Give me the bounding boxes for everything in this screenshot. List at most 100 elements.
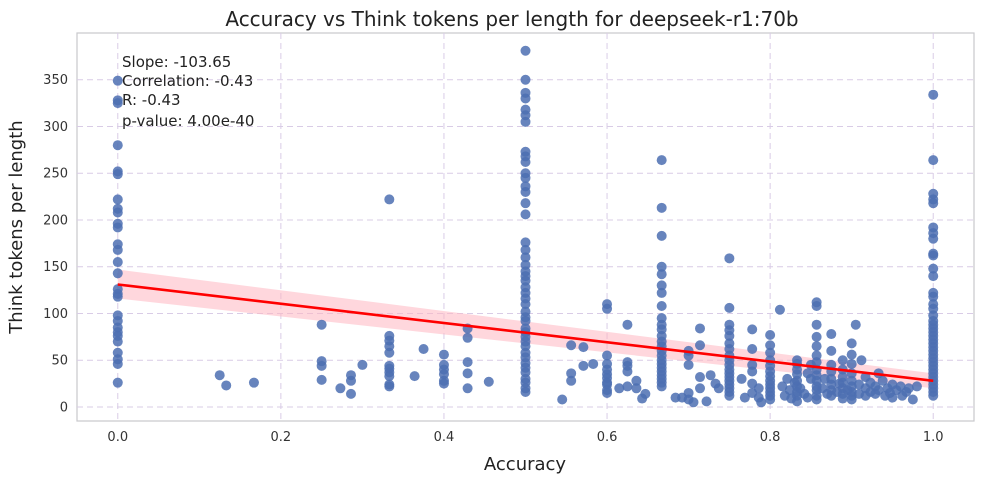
data-point (657, 231, 667, 241)
data-point (847, 350, 857, 360)
data-point (113, 337, 123, 347)
data-point (847, 338, 857, 348)
y-axis-label: Think tokens per length (6, 120, 27, 334)
data-point (357, 360, 367, 370)
data-point (439, 350, 449, 360)
data-point (851, 320, 861, 330)
data-point (346, 389, 356, 399)
data-point (702, 396, 712, 406)
data-point (812, 332, 822, 342)
x-axis-ticks: 0.00.20.40.60.81.0 (107, 430, 943, 445)
data-point (928, 271, 938, 281)
data-point (657, 381, 667, 391)
data-point (737, 374, 747, 384)
data-point (812, 341, 822, 351)
data-point (657, 288, 667, 298)
data-point (566, 340, 576, 350)
data-point (578, 361, 588, 371)
x-tick-label: 0.2 (271, 430, 292, 445)
scatter-chart: Accuracy vs Think tokens per length for … (0, 0, 984, 484)
data-point (706, 370, 716, 380)
data-point (221, 380, 231, 390)
data-point (384, 348, 394, 358)
data-point (657, 301, 667, 311)
data-point (803, 393, 813, 403)
data-point (113, 194, 123, 204)
data-point (826, 329, 836, 339)
data-point (521, 187, 531, 197)
data-point (622, 381, 632, 391)
stat-pvalue: p-value: 4.00e-40 (122, 112, 254, 130)
data-point (521, 117, 531, 127)
x-tick-label: 0.4 (434, 430, 455, 445)
data-point (928, 198, 938, 208)
data-point (588, 359, 598, 369)
data-point (317, 320, 327, 330)
data-point (317, 375, 327, 385)
data-point (657, 155, 667, 165)
data-point (484, 377, 494, 387)
data-point (384, 194, 394, 204)
data-point (602, 388, 612, 398)
stat-slope: Slope: -103.65 (122, 53, 231, 71)
data-point (754, 383, 764, 393)
data-point (463, 333, 473, 343)
data-point (747, 324, 757, 334)
data-point (113, 169, 123, 179)
data-point (463, 383, 473, 393)
data-point (521, 93, 531, 103)
data-point (335, 383, 345, 393)
stat-r: R: -0.43 (122, 91, 181, 109)
x-tick-label: 0.0 (107, 430, 128, 445)
y-tick-label: 100 (43, 307, 68, 322)
data-point (521, 157, 531, 167)
y-tick-label: 150 (43, 260, 68, 275)
data-point (622, 320, 632, 330)
stat-correlation: Correlation: -0.43 (122, 72, 253, 90)
data-point (847, 359, 857, 369)
data-point (113, 268, 123, 278)
data-point (384, 381, 394, 391)
y-tick-label: 250 (43, 167, 68, 182)
chart-title: Accuracy vs Think tokens per length for … (225, 7, 798, 31)
data-point (912, 381, 922, 391)
data-point (521, 209, 531, 219)
data-point (113, 245, 123, 255)
data-point (113, 257, 123, 267)
data-point (765, 330, 775, 340)
data-point (113, 140, 123, 150)
data-point (908, 394, 918, 404)
data-point (249, 378, 259, 388)
data-point (765, 394, 775, 404)
data-point (724, 253, 734, 263)
data-point (928, 251, 938, 261)
data-point (688, 397, 698, 407)
data-point (113, 292, 123, 302)
data-point (724, 391, 734, 401)
x-tick-label: 0.8 (760, 430, 781, 445)
data-point (928, 155, 938, 165)
data-point (113, 222, 123, 232)
x-tick-label: 0.6 (597, 430, 618, 445)
x-axis-label: Accuracy (484, 454, 567, 475)
data-point (113, 359, 123, 369)
data-point (346, 376, 356, 386)
data-point (521, 387, 531, 397)
data-point (463, 357, 473, 367)
data-point (631, 383, 641, 393)
data-point (463, 368, 473, 378)
data-point (695, 323, 705, 333)
data-point (622, 366, 632, 376)
data-point (578, 342, 588, 352)
data-point (640, 389, 650, 399)
data-point (928, 90, 938, 100)
data-point (521, 198, 531, 208)
data-point (657, 269, 667, 279)
data-point (521, 46, 531, 56)
data-point (838, 355, 848, 365)
data-point (113, 208, 123, 218)
data-point (566, 376, 576, 386)
y-tick-label: 0 (60, 400, 68, 415)
data-point (856, 355, 866, 365)
data-point (410, 371, 420, 381)
